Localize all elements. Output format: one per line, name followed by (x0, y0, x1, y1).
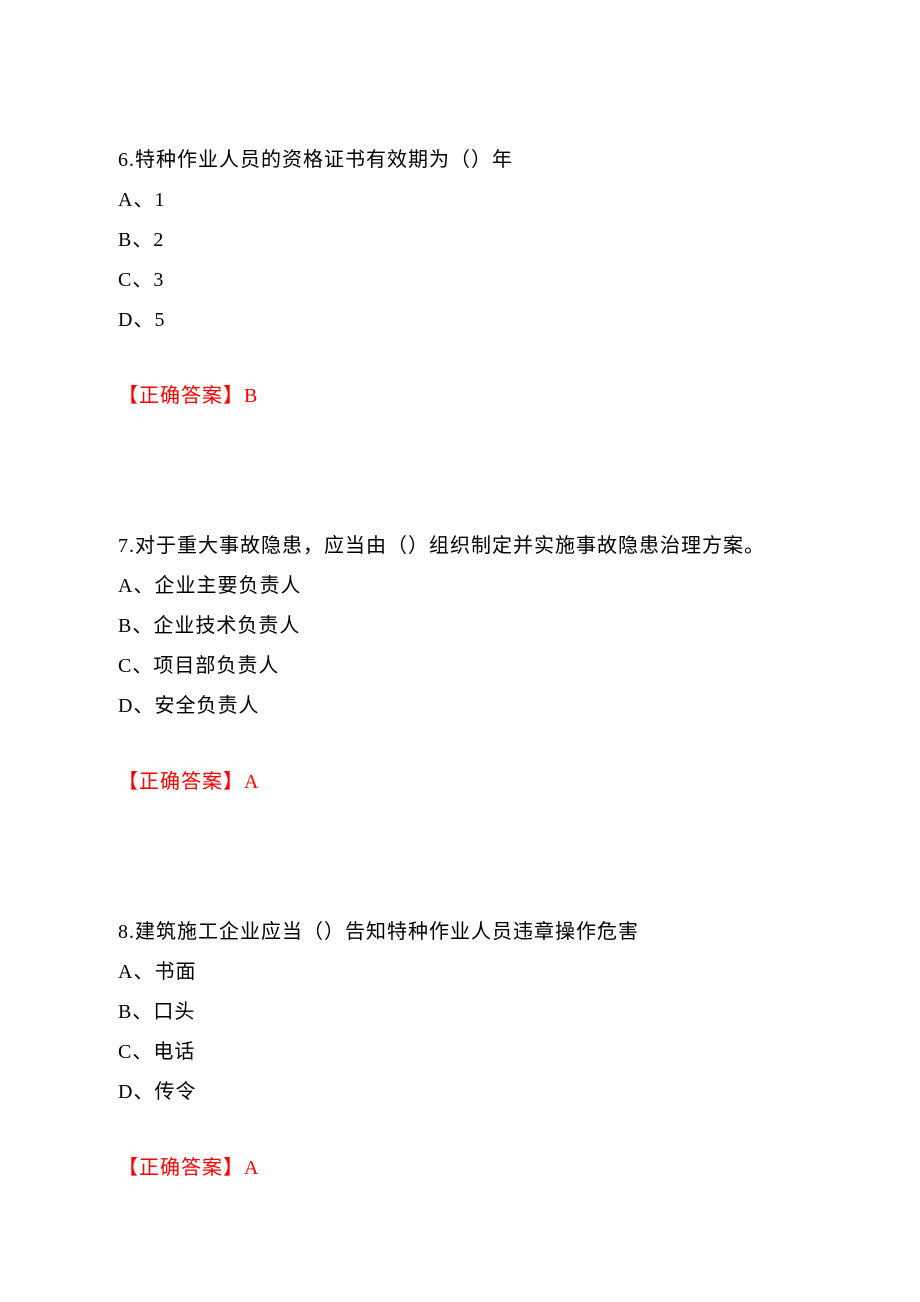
question-text: 7.对于重大事故隐患，应当由（）组织制定并实施事故隐患治理方案。 (118, 526, 802, 566)
answer-line: 【正确答案】B (118, 376, 802, 416)
answer-label: 【正确答案】 (118, 1157, 244, 1179)
option-d: D、5 (118, 300, 802, 340)
answer-line: 【正确答案】A (118, 1148, 802, 1188)
option-b: B、2 (118, 220, 802, 260)
question-block-6: 6.特种作业人员的资格证书有效期为（）年 A、1 B、2 C、3 D、5 【正确… (118, 140, 802, 416)
option-d: D、传令 (118, 1072, 802, 1112)
answer-value: B (244, 385, 258, 407)
answer-value: A (244, 1157, 259, 1179)
option-b: B、口头 (118, 992, 802, 1032)
option-a: A、企业主要负责人 (118, 566, 802, 606)
option-c: C、项目部负责人 (118, 646, 802, 686)
answer-value: A (244, 771, 259, 793)
option-c: C、3 (118, 260, 802, 300)
option-b: B、企业技术负责人 (118, 606, 802, 646)
option-a: A、书面 (118, 952, 802, 992)
answer-line: 【正确答案】A (118, 762, 802, 802)
question-block-7: 7.对于重大事故隐患，应当由（）组织制定并实施事故隐患治理方案。 A、企业主要负… (118, 526, 802, 802)
answer-label: 【正确答案】 (118, 771, 244, 793)
option-d: D、安全负责人 (118, 686, 802, 726)
answer-label: 【正确答案】 (118, 385, 244, 407)
page-content: 6.特种作业人员的资格证书有效期为（）年 A、1 B、2 C、3 D、5 【正确… (0, 0, 920, 1188)
question-text: 6.特种作业人员的资格证书有效期为（）年 (118, 140, 802, 180)
question-text: 8.建筑施工企业应当（）告知特种作业人员违章操作危害 (118, 912, 802, 952)
option-a: A、1 (118, 180, 802, 220)
option-c: C、电话 (118, 1032, 802, 1072)
question-block-8: 8.建筑施工企业应当（）告知特种作业人员违章操作危害 A、书面 B、口头 C、电… (118, 912, 802, 1188)
